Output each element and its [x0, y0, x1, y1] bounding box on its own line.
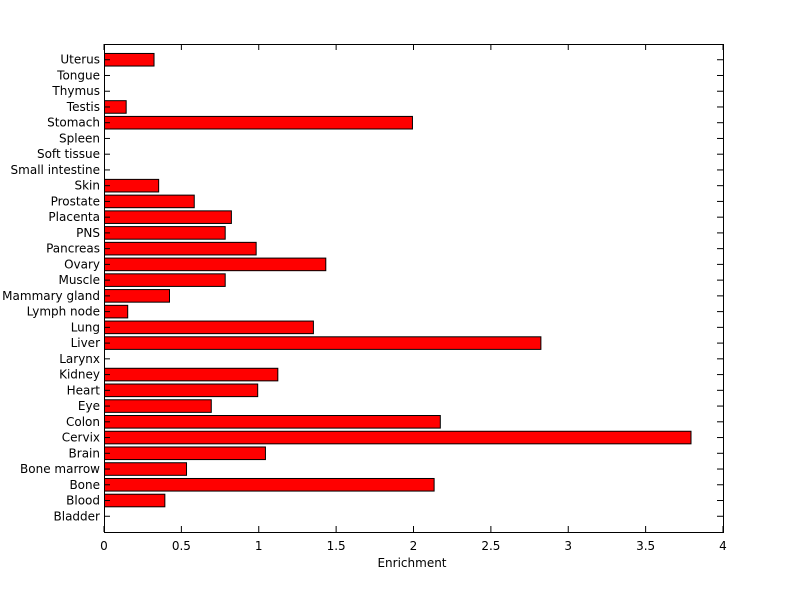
- bar-uterus: [104, 52, 155, 67]
- y-tick-label: Muscle: [58, 273, 100, 287]
- bar-bone-marrow: [104, 462, 188, 476]
- x-tick-label: 3: [564, 539, 572, 553]
- y-tick-label: Lymph node: [27, 305, 100, 319]
- x-tick-label: 3.5: [636, 539, 655, 553]
- y-tick-label: Heart: [67, 383, 101, 397]
- bar-blood: [104, 493, 166, 508]
- y-tick-label: Prostate: [51, 194, 100, 208]
- bar-prostate: [104, 194, 195, 209]
- x-tick-label: 0: [100, 539, 108, 553]
- bar-placenta: [104, 210, 232, 224]
- y-tick-label: Blood: [66, 494, 100, 508]
- bar-muscle: [104, 273, 226, 287]
- y-tick-label: Eye: [78, 399, 100, 413]
- bar-cervix: [104, 430, 692, 445]
- y-tick-label: Liver: [71, 336, 101, 350]
- x-tick-label: 0.5: [172, 539, 191, 553]
- y-tick-label: Larynx: [59, 352, 100, 366]
- y-tick-label: Pancreas: [46, 242, 100, 256]
- y-tick-label: Lung: [71, 320, 100, 334]
- y-tick-label: Cervix: [62, 431, 100, 445]
- y-tick-label: Placenta: [48, 210, 100, 224]
- y-tick-label: Thymus: [51, 84, 100, 98]
- y-tick-label: Skin: [74, 179, 100, 193]
- y-tick-label: Tongue: [56, 68, 100, 82]
- y-tick-label: PNS: [76, 226, 100, 240]
- y-tick-label: Uterus: [60, 53, 100, 67]
- bar-pancreas: [104, 241, 257, 256]
- x-tick-label: 1.5: [327, 539, 346, 553]
- bar-kidney: [104, 367, 279, 382]
- y-tick-label: Spleen: [59, 131, 100, 145]
- y-tick-label: Mammary gland: [2, 289, 100, 303]
- x-tick-label: 2.5: [481, 539, 500, 553]
- y-tick-label: Small intestine: [11, 163, 100, 177]
- x-tick-label: 2: [410, 539, 418, 553]
- bar-pns: [104, 226, 226, 240]
- y-tick-label: Ovary: [64, 257, 100, 271]
- y-tick-label: Bladder: [54, 509, 101, 523]
- bar-mammary-gland: [104, 289, 170, 303]
- bar-stomach: [104, 115, 413, 130]
- bar-liver: [104, 336, 542, 350]
- bar-heart: [104, 383, 259, 398]
- y-tick-label: Bone: [69, 478, 100, 492]
- bar-eye: [104, 399, 212, 413]
- bar-lung: [104, 320, 314, 335]
- bar-bone: [104, 477, 435, 492]
- bar-colon: [104, 415, 441, 429]
- y-tick-label: Brain: [69, 446, 100, 460]
- x-tick-label: 1: [255, 539, 263, 553]
- bar-skin: [104, 178, 160, 193]
- y-tick-label: Bone marrow: [20, 462, 100, 476]
- y-tick-label: Testis: [66, 100, 100, 114]
- x-axis-label: Enrichment: [377, 556, 446, 570]
- y-tick-label: Colon: [66, 415, 100, 429]
- bar-brain: [104, 446, 266, 461]
- y-tick-label: Kidney: [59, 368, 100, 382]
- bars-group: [104, 52, 692, 508]
- x-axis: 0 0.5 1 1.5 2 2.5 3 3.5 4: [100, 44, 727, 553]
- y-tick-label: Stomach: [47, 116, 100, 130]
- x-tick-label: 4: [719, 539, 727, 553]
- y-tick-label: Soft tissue: [37, 147, 100, 161]
- bar-ovary: [104, 257, 327, 272]
